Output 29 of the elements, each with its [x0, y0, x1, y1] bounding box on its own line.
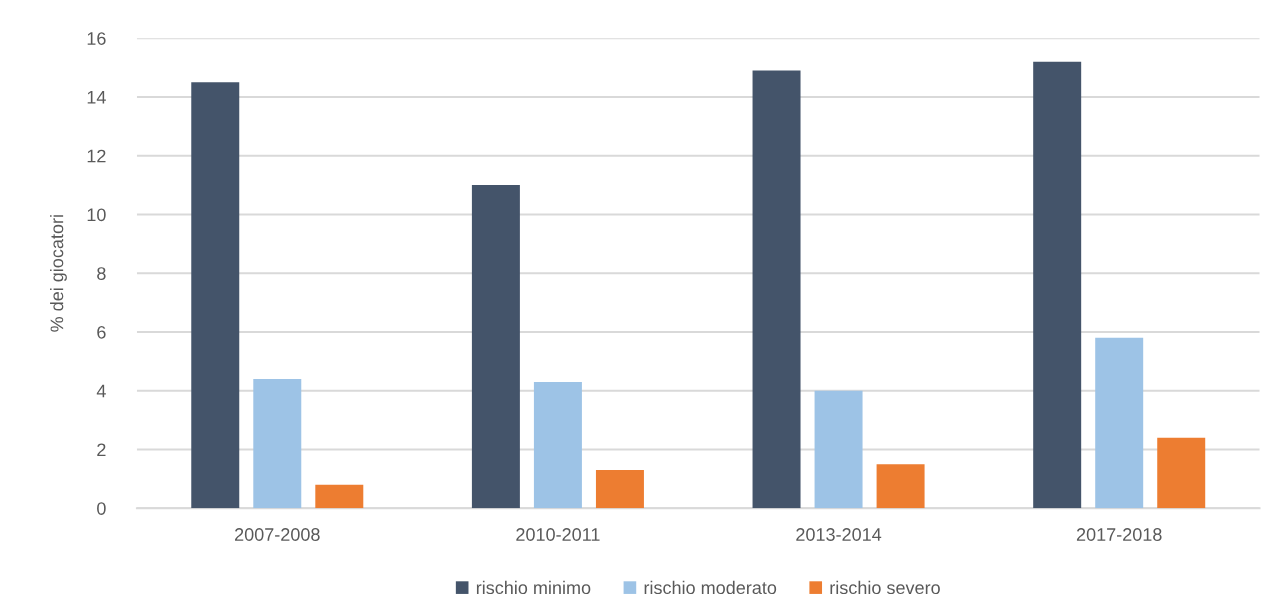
bar — [533, 381, 582, 509]
y-tick-label: 16 — [87, 32, 106, 45]
bar — [1033, 61, 1082, 509]
y-tick-label: 4 — [96, 384, 106, 398]
y-axis-title: % dei giocatori — [50, 215, 67, 332]
bar — [752, 70, 801, 509]
y-tick-label: 8 — [97, 267, 106, 280]
bar — [315, 484, 364, 509]
y-tick-label: 10 — [87, 208, 106, 222]
y-tick-label: 0 — [97, 502, 106, 515]
legend-label: rischio minimo — [476, 580, 591, 595]
y-tick-label: 2 — [97, 443, 106, 456]
x-tick-label: 2007-2008 — [235, 528, 320, 541]
bar — [191, 82, 240, 509]
bar — [471, 185, 520, 509]
bar — [1157, 437, 1206, 509]
bar — [595, 470, 644, 509]
bar — [876, 464, 925, 509]
legend-label: rischio moderato — [644, 580, 777, 595]
y-tick-label: 12 — [87, 149, 106, 163]
bar — [253, 378, 302, 509]
legend-label: rischio severo — [830, 580, 940, 595]
x-tick-label: 2017-2018 — [1076, 528, 1162, 541]
bar — [814, 390, 863, 509]
x-tick-label: 2010-2011 — [516, 528, 600, 541]
bar — [1095, 337, 1144, 509]
y-tick-label: 6 — [97, 325, 106, 339]
x-tick-label: 2013-2014 — [796, 528, 882, 541]
y-tick-label: 14 — [87, 91, 106, 104]
